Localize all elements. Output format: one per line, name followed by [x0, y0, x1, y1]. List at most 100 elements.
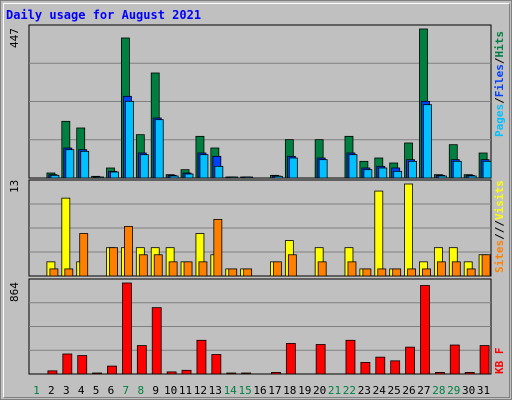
bar-visits-day-3 [61, 197, 71, 277]
x-tick-label-day-26: 26 [402, 384, 415, 397]
bar-kbytes-day-23 [360, 362, 371, 375]
bar-sites-day-18 [287, 254, 297, 277]
bar-kbytes-day-9 [151, 307, 162, 375]
bar-pages-day-3 [65, 149, 75, 179]
bar-sites-day-12 [198, 261, 208, 277]
legend-visits-sites: Sites///Visits [493, 180, 506, 273]
bar-sites-day-9 [153, 254, 163, 277]
bar-kbytes-day-11 [181, 369, 192, 375]
bar-sites-day-23 [362, 268, 372, 277]
bars-visits-sites [46, 183, 491, 277]
bar-pages-day-20 [318, 159, 328, 179]
bar-kbytes-day-20 [315, 344, 326, 375]
x-tick-label-day-5: 5 [93, 384, 100, 397]
x-tick-label-day-17: 17 [268, 384, 281, 397]
x-tick-label-day-24: 24 [373, 384, 387, 397]
y-max-label-hits: 447 [8, 28, 21, 48]
bar-pages-day-30 [467, 175, 477, 179]
panel-kbytes: 864 KB F [8, 278, 506, 375]
bar-kbytes-day-25 [390, 360, 401, 375]
legend-kbytes: KB F [493, 348, 506, 375]
bar-pages-day-27 [423, 104, 432, 179]
x-tick-label-day-28: 28 [432, 384, 445, 397]
bar-pages-day-29 [452, 160, 462, 179]
bar-pages-day-11 [184, 173, 194, 179]
bar-kbytes-day-13 [211, 354, 222, 375]
bar-pages-day-4 [80, 150, 90, 179]
bar-sites-day-4 [79, 233, 89, 277]
x-tick-label-day-27: 27 [417, 384, 430, 397]
x-tick-label-day-31: 31 [477, 384, 490, 397]
x-tick-label-day-11: 11 [179, 384, 192, 397]
bar-sites-day-7 [124, 226, 133, 277]
legend-entry: Pages [493, 104, 506, 137]
bar-pages-day-17 [274, 175, 283, 179]
bar-pages-day-22 [348, 154, 358, 179]
x-tick-label-day-19: 19 [298, 384, 311, 397]
bar-kbytes-day-7 [122, 282, 132, 375]
bar-sites-day-2 [49, 268, 59, 277]
x-tick-label-day-15: 15 [238, 384, 251, 397]
bar-sites-day-15 [243, 268, 253, 277]
chart-title: Daily usage for August 2021 [6, 8, 201, 22]
bar-pages-day-18 [288, 157, 298, 179]
bar-sites-day-29 [451, 261, 461, 277]
bar-kbytes-day-24 [375, 356, 386, 375]
bar-pages-day-8 [139, 154, 149, 179]
bar-sites-day-14 [228, 268, 238, 277]
bar-pages-day-15 [244, 176, 254, 179]
bar-pages-day-31 [482, 160, 492, 179]
x-tick-label-day-22: 22 [343, 384, 356, 397]
bar-pages-day-13 [214, 165, 224, 179]
x-tick-label-day-30: 30 [462, 384, 475, 397]
bar-pages-day-5 [95, 176, 105, 179]
x-tick-label-day-4: 4 [78, 384, 85, 397]
bar-pages-day-12 [199, 154, 209, 179]
x-tick-label-day-20: 20 [313, 384, 326, 397]
x-tick-label-day-10: 10 [164, 384, 177, 397]
bars-hits-files-pages [46, 28, 492, 179]
bar-sites-day-10 [168, 261, 178, 277]
bar-pages-day-23 [363, 169, 373, 179]
bar-kbytes-day-2 [47, 370, 58, 375]
legend-hits-files-pages: Pages/Files/Hits [493, 31, 506, 137]
bar-sites-day-31 [481, 254, 491, 277]
bar-sites-day-17 [273, 261, 282, 277]
bar-kbytes-day-18 [285, 343, 296, 375]
bar-kbytes-day-17 [271, 372, 281, 375]
x-tick-label-day-8: 8 [137, 384, 144, 397]
bar-pages-day-7 [125, 100, 134, 179]
bar-kbytes-day-26 [405, 346, 415, 375]
bar-pages-day-14 [229, 176, 239, 179]
bar-kbytes-day-27 [420, 285, 430, 375]
x-tick-label-day-2: 2 [48, 384, 55, 397]
bar-sites-day-30 [466, 268, 476, 277]
bar-pages-day-10 [169, 175, 179, 179]
y-max-label-kbytes: 864 [8, 282, 21, 302]
bar-kbytes-day-31 [479, 345, 490, 375]
x-tick-label-day-13: 13 [209, 384, 222, 397]
bar-kbytes-day-22 [345, 339, 356, 375]
bar-kbytes-day-6 [107, 365, 117, 375]
bar-sites-day-26 [407, 268, 416, 277]
bar-sites-day-6 [109, 247, 118, 277]
x-tick-label-day-21: 21 [328, 384, 341, 397]
legend-entry: Files [493, 64, 506, 97]
bar-sites-day-8 [138, 254, 148, 277]
x-axis-day-labels: 1 2 3 4 5 6 7 8 9 10 11 12 13 14 15 16 17 18 19 20 21 22 23 24 2… [33, 384, 490, 397]
bar-sites-day-20 [317, 261, 327, 277]
chart-frame-inner [3, 3, 510, 398]
bar-pages-day-9 [154, 119, 164, 179]
bars-kbytes [47, 282, 490, 375]
legend-entry: / [493, 226, 506, 233]
x-tick-label-day-14: 14 [224, 384, 238, 397]
bar-sites-day-27 [422, 268, 431, 277]
bar-pages-day-26 [408, 160, 417, 179]
legend-entry: Hits [493, 31, 506, 58]
grid-visits [29, 203, 491, 253]
bar-pages-day-2 [50, 174, 60, 179]
grid-hits [29, 62, 491, 141]
bar-sites-day-28 [436, 261, 446, 277]
x-tick-label-day-25: 25 [388, 384, 401, 397]
